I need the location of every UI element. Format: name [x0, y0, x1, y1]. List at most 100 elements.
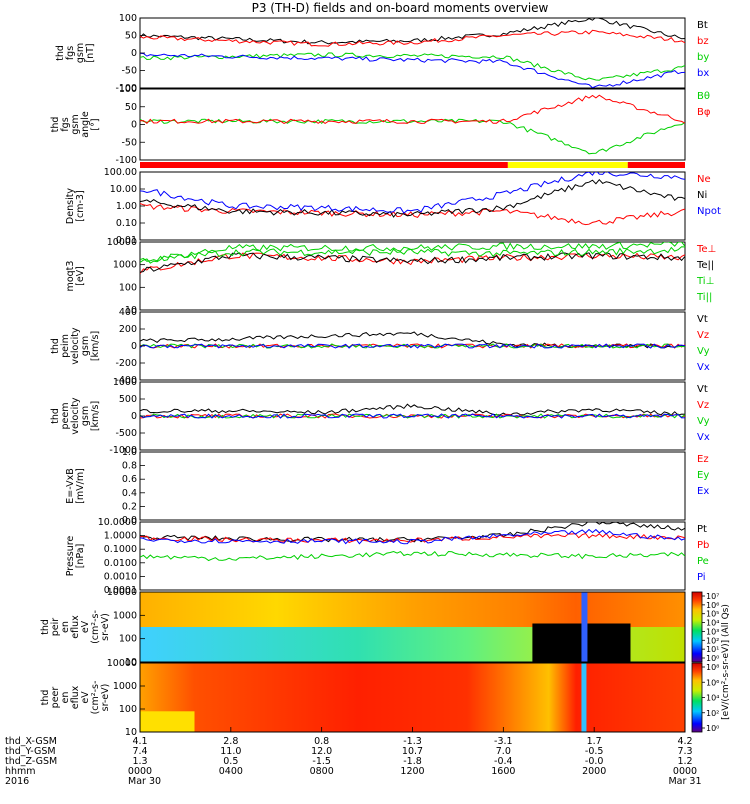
legend: Bt bz by bx	[697, 20, 709, 79]
colorbar-tick-label: 10²	[706, 636, 719, 645]
x-axis-value: 1600	[491, 766, 515, 777]
panel-7: 1.0 0.8 0.6 0.4 0.2 0.0 E=-VxB [mV/m] Ez Ey Ex	[65, 447, 709, 526]
colorbar-tick-label: 10⁶	[706, 601, 719, 610]
legend-item: Vx	[697, 362, 710, 373]
y-tick-label: 10.00	[110, 184, 137, 195]
legend-item: Vz	[697, 330, 709, 341]
x-axis-value: 2000	[582, 766, 606, 777]
series-line-Pb	[140, 532, 685, 544]
y-axis-label-line: [cm-3]	[75, 190, 86, 221]
y-axis-label-line: [nT]	[85, 43, 96, 62]
y-axis-label-line: Density	[65, 188, 76, 224]
y-tick-label: 0.4	[122, 488, 137, 499]
series-line-bx	[140, 52, 685, 88]
x-axis-value: 0000	[128, 766, 152, 777]
series-line-Ni	[140, 178, 685, 218]
y-axis-label-line: peem	[60, 403, 71, 430]
legend-item: Ex	[697, 486, 709, 497]
status-bar	[140, 162, 685, 168]
y-axis-label-line: thd	[40, 619, 51, 635]
panel-5: 400 200 0 -200 -400 thd peim velocity gsm [km/s] V…	[50, 307, 710, 386]
colorbar-tick-label: 10⁰	[706, 654, 719, 663]
colorbar-tick-label: 10¹	[706, 645, 719, 654]
y-tick-label: 0.8	[122, 461, 137, 472]
y-tick-label: 1.0	[122, 447, 137, 458]
y-tick-label: -50	[121, 137, 137, 148]
legend-item: Bφ	[697, 107, 711, 118]
y-axis-label-line: en	[60, 692, 71, 704]
y-axis-label-line: [km/s]	[90, 401, 101, 431]
panel-2: 100 50 0 -50 -100 thd fgs gsm angle [°] Bθ Bφ	[50, 84, 711, 166]
y-tick-label: 100	[119, 84, 137, 95]
y-axis-label-line: velocity	[70, 327, 81, 365]
spectrogram-crossing-stripe	[581, 592, 588, 662]
y-axis-label: thd fgs gsm [nT]	[55, 43, 96, 63]
series-line-Bt	[140, 18, 685, 45]
legend-item: Bt	[697, 20, 708, 31]
legend-item: Ne	[697, 174, 711, 185]
legend-item: Te||	[696, 260, 714, 271]
status-bar-red-end	[627, 162, 685, 168]
y-axis-label: thd peer en eflux eV (cm²-s-sr-eV)	[40, 681, 111, 715]
y-axis-label: E=-VxB [mV/m]	[65, 468, 86, 504]
y-axis-label-line: [mV/m]	[75, 468, 86, 504]
legend-item: Vx	[697, 432, 710, 443]
legend-item: Npot	[697, 206, 721, 217]
y-tick-label: 0	[131, 411, 137, 422]
spectrogram-band	[140, 663, 685, 732]
legend-item: Vt	[697, 384, 708, 395]
y-axis-label-line: thd	[40, 690, 51, 706]
spectrogram-crossing-stripe	[581, 663, 587, 732]
y-tick-label: 100	[119, 13, 137, 24]
colorbar-gradient	[691, 591, 703, 663]
legend: Te⊥ Te|| Ti⊥ Ti||	[696, 244, 716, 303]
spectrogram-low-patch	[140, 711, 195, 732]
x-axis-value: -0.0	[585, 756, 604, 767]
y-axis-label: Density [cm-3]	[65, 188, 86, 224]
y-axis-label-line: gsm	[80, 406, 91, 426]
x-axis-row-label: thd_X-GSM	[5, 736, 57, 747]
legend-item: Te⊥	[696, 244, 716, 255]
y-tick-label: 10	[125, 727, 137, 738]
x-axis-value: 12.0	[311, 746, 332, 757]
x-axis-value: 1.7	[587, 736, 602, 747]
y-tick-label: 10000	[107, 587, 137, 598]
x-axis-value: 11.0	[220, 746, 241, 757]
panel-frame	[139, 17, 686, 89]
series-line-Te||	[140, 252, 685, 273]
x-axis-value: -1.3	[403, 736, 422, 747]
panel-1: 100 50 0 -50 -100 thd fgs gsm [nT] Bt bz by bx	[55, 13, 709, 94]
x-axis-value: 1200	[400, 766, 424, 777]
y-axis-label-line: [°]	[90, 118, 101, 130]
y-axis-label-line: moqt3	[65, 261, 76, 292]
series-line-Vx	[140, 413, 685, 419]
y-tick-label: 10	[125, 305, 137, 316]
legend-item: Ti||	[696, 292, 712, 303]
x-axis-value: -0.4	[494, 756, 513, 767]
colorbar-tick-label: 10²	[706, 709, 719, 718]
y-axis-label-line: sr-eV)	[100, 684, 111, 712]
y-tick-label: 0.0	[122, 515, 137, 526]
y-axis-label-line: velocity	[70, 397, 81, 435]
y-axis-label: thd peir en eflux eV (cm²-s-sr-eV)	[40, 610, 111, 644]
legend-item: by	[697, 52, 709, 63]
series-line-Vt	[140, 331, 685, 349]
x-axis-value: 4.2	[677, 736, 692, 747]
series-line-Pe	[140, 550, 685, 562]
series-line-Pi	[140, 528, 685, 545]
spectrogram-2	[140, 663, 685, 732]
y-tick-label: 400	[119, 307, 137, 318]
legend-item: Ey	[697, 470, 709, 481]
legend-item: Vy	[697, 346, 710, 357]
x-axis-value: -3.1	[494, 736, 513, 747]
series-line-Bφ	[140, 94, 685, 125]
legend-item: Pe	[697, 556, 709, 567]
colorbar-tick-label: 10⁷	[706, 592, 719, 601]
y-tick-label: -100	[115, 155, 137, 166]
y-axis-label-line: eflux	[70, 685, 81, 709]
y-axis-label: thd fgs gsm angle [°]	[50, 111, 101, 138]
y-tick-label: 50	[125, 102, 137, 113]
series-line-Ti||	[140, 242, 685, 262]
